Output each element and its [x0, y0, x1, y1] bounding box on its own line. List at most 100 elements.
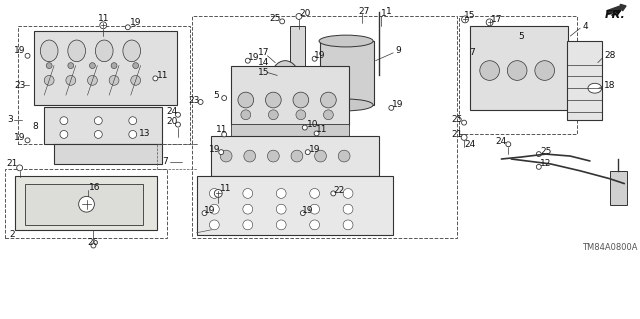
Ellipse shape [588, 83, 602, 93]
Circle shape [331, 191, 336, 196]
Circle shape [175, 122, 180, 127]
Bar [319, 41, 374, 105]
Text: 17: 17 [491, 15, 502, 24]
Text: 2: 2 [9, 230, 15, 239]
Circle shape [296, 110, 306, 120]
Bar [567, 41, 602, 120]
Text: 19: 19 [392, 100, 404, 109]
Circle shape [68, 63, 74, 69]
Text: 19: 19 [204, 206, 215, 215]
Text: 24: 24 [166, 107, 178, 116]
Circle shape [79, 197, 94, 212]
Bar [54, 144, 162, 164]
Text: 19: 19 [130, 18, 141, 27]
Circle shape [506, 142, 511, 147]
Text: 21: 21 [6, 160, 17, 168]
Circle shape [60, 117, 68, 125]
Bar [470, 26, 568, 110]
Text: TM84A0800A: TM84A0800A [582, 243, 637, 252]
Circle shape [214, 189, 222, 197]
Bar [44, 107, 162, 144]
Text: 27: 27 [358, 7, 369, 16]
Circle shape [321, 92, 336, 108]
Circle shape [315, 150, 326, 162]
Text: 24: 24 [465, 140, 476, 149]
Circle shape [60, 130, 68, 138]
Text: 19: 19 [209, 145, 220, 154]
Circle shape [46, 63, 52, 69]
Text: 25: 25 [269, 14, 281, 23]
Circle shape [535, 61, 554, 80]
Ellipse shape [40, 40, 58, 62]
Circle shape [175, 112, 180, 117]
Circle shape [125, 25, 131, 30]
Text: 11: 11 [216, 125, 227, 134]
Circle shape [343, 189, 353, 198]
Text: 28: 28 [604, 51, 615, 60]
Text: 25: 25 [451, 115, 463, 124]
Circle shape [209, 189, 220, 198]
Circle shape [245, 58, 250, 63]
Text: 1: 1 [381, 9, 387, 18]
Bar [5, 169, 167, 238]
Text: 11: 11 [156, 71, 168, 80]
Bar [24, 184, 143, 225]
Circle shape [461, 134, 467, 140]
Circle shape [486, 19, 493, 26]
Text: 11: 11 [316, 125, 327, 134]
Circle shape [268, 150, 279, 162]
Circle shape [343, 220, 353, 230]
Text: 26: 26 [88, 238, 99, 247]
Circle shape [132, 63, 139, 69]
Text: 18: 18 [604, 81, 615, 90]
Circle shape [238, 92, 253, 108]
Text: 12: 12 [540, 160, 552, 168]
Circle shape [198, 100, 203, 104]
Text: 20: 20 [166, 117, 178, 126]
Circle shape [66, 75, 76, 85]
Ellipse shape [319, 99, 373, 111]
Circle shape [305, 150, 310, 155]
Text: 19: 19 [14, 133, 26, 142]
Circle shape [508, 61, 527, 80]
Bar [35, 31, 177, 105]
Circle shape [276, 204, 286, 214]
Text: 9: 9 [396, 46, 401, 56]
Text: 25: 25 [540, 147, 552, 156]
Text: 19: 19 [309, 145, 321, 154]
Circle shape [88, 75, 97, 85]
Text: 10: 10 [307, 120, 319, 129]
Circle shape [129, 130, 137, 138]
Bar [196, 176, 394, 235]
Text: 23: 23 [188, 95, 200, 105]
Text: 14: 14 [258, 58, 269, 67]
Text: 17: 17 [258, 48, 269, 57]
Bar [15, 176, 157, 230]
Circle shape [291, 150, 303, 162]
Circle shape [94, 117, 102, 125]
Circle shape [293, 92, 308, 108]
Circle shape [17, 165, 22, 171]
Ellipse shape [319, 35, 373, 47]
Ellipse shape [123, 40, 141, 62]
Text: 1: 1 [385, 7, 391, 16]
Circle shape [266, 92, 281, 108]
Circle shape [91, 243, 96, 248]
Text: 4: 4 [582, 22, 588, 31]
Circle shape [389, 105, 394, 110]
Circle shape [44, 75, 54, 85]
Circle shape [90, 63, 95, 69]
Circle shape [268, 110, 278, 120]
Circle shape [220, 150, 232, 162]
FancyArrow shape [607, 4, 626, 14]
Bar [459, 17, 577, 134]
Bar [231, 66, 349, 125]
Text: 19: 19 [314, 51, 325, 60]
Circle shape [314, 131, 319, 136]
Circle shape [111, 63, 117, 69]
Circle shape [276, 189, 286, 198]
Circle shape [219, 150, 223, 155]
Circle shape [310, 220, 319, 230]
Text: 19: 19 [248, 53, 259, 62]
Text: 5: 5 [518, 32, 524, 41]
